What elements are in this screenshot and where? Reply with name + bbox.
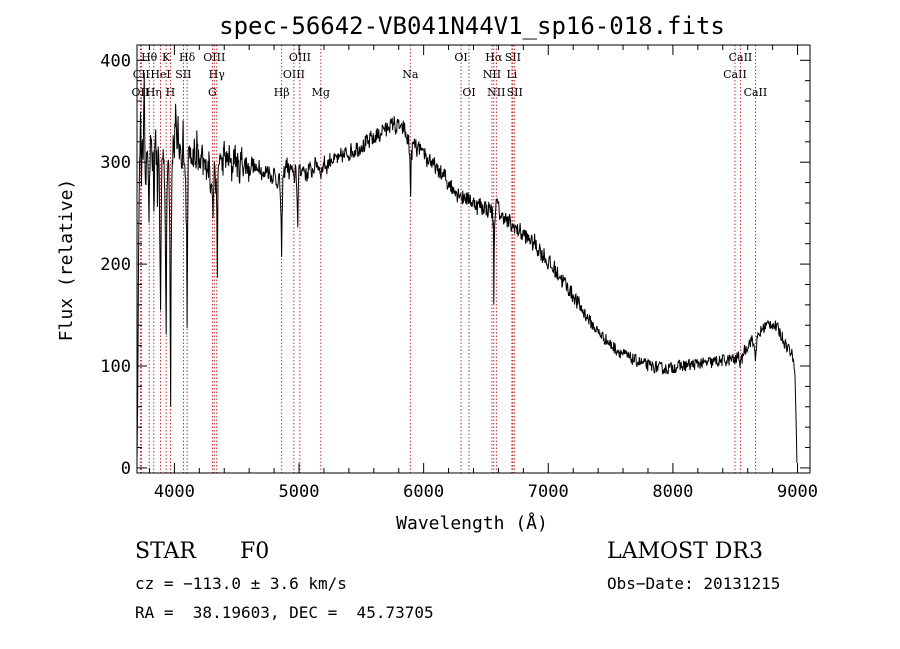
line-label-2: CII [133,68,150,81]
plot-frame [136,44,811,474]
observation-date: Obs−Date: 20131215 [607,574,781,593]
line-label-7: SII [175,68,191,81]
line-label-15: Mg [312,86,330,99]
line-label-12: Hβ [274,86,290,99]
line-label-13: OIII [283,68,305,81]
y-tick-label-0: 0 [121,459,131,479]
line-label-25: CaII [723,68,747,81]
spectrum-series [136,72,798,463]
line-label-16: Na [402,68,419,81]
object-class: STAR [135,539,196,564]
line-label-14: OIII [289,51,311,64]
y-tick-label-2: 200 [100,255,131,275]
line-label-4: HeI [150,68,170,81]
line-label-22: SII [505,51,521,64]
line-label-27: CaII [744,86,768,99]
redshift-velocity: cz = −113.0 ± 3.6 km/s [135,574,347,593]
line-label-20: NII [483,68,501,81]
y-axis-label: Flux (relative) [56,179,77,342]
line-label-10: Hγ [209,68,226,81]
line-label-3: Hη [146,86,162,99]
x-tick-label-4: 8000 [652,482,693,502]
line-label-19: Hα [485,51,503,64]
y-tick-label-4: 400 [100,51,131,71]
x-tick-label-3: 7000 [528,482,569,502]
axes: 4000 5000 6000 7000 8000 9000 0 100 200 300 400 [100,45,818,502]
x-tick-label-2: 6000 [403,482,444,502]
chart-title: spec-56642-VB041N44V1_sp16-018.fits [219,12,725,40]
line-label-8: Hδ [179,51,196,64]
y-tick-label-1: 100 [100,357,131,377]
line-label-17: OI [454,51,467,64]
line-label-26: CaII [729,51,753,64]
line-label-9: OIII [203,51,225,64]
x-tick-label-0: 4000 [154,482,195,502]
line-label-1: Hθ [141,51,158,64]
line-label-18: OI [462,86,475,99]
line-label-6: H [166,86,176,99]
object-subclass: F0 [240,539,270,564]
line-label-11: G [208,86,217,99]
x-axis-label: Wavelength (Å) [396,512,548,534]
y-tick-label-3: 300 [100,153,131,173]
spectrum-line-0 [136,72,798,463]
line-label-23: Li [506,68,517,81]
line-label-24: SII [507,86,523,99]
survey-name: LAMOST DR3 [607,539,763,564]
line-label-5: K [162,51,171,64]
x-tick-label-1: 5000 [279,482,320,502]
line-label-21: NII [487,86,505,99]
coordinates: RA = 38.19603, DEC = 45.73705 [135,603,434,622]
x-tick-label-5: 9000 [777,482,818,502]
